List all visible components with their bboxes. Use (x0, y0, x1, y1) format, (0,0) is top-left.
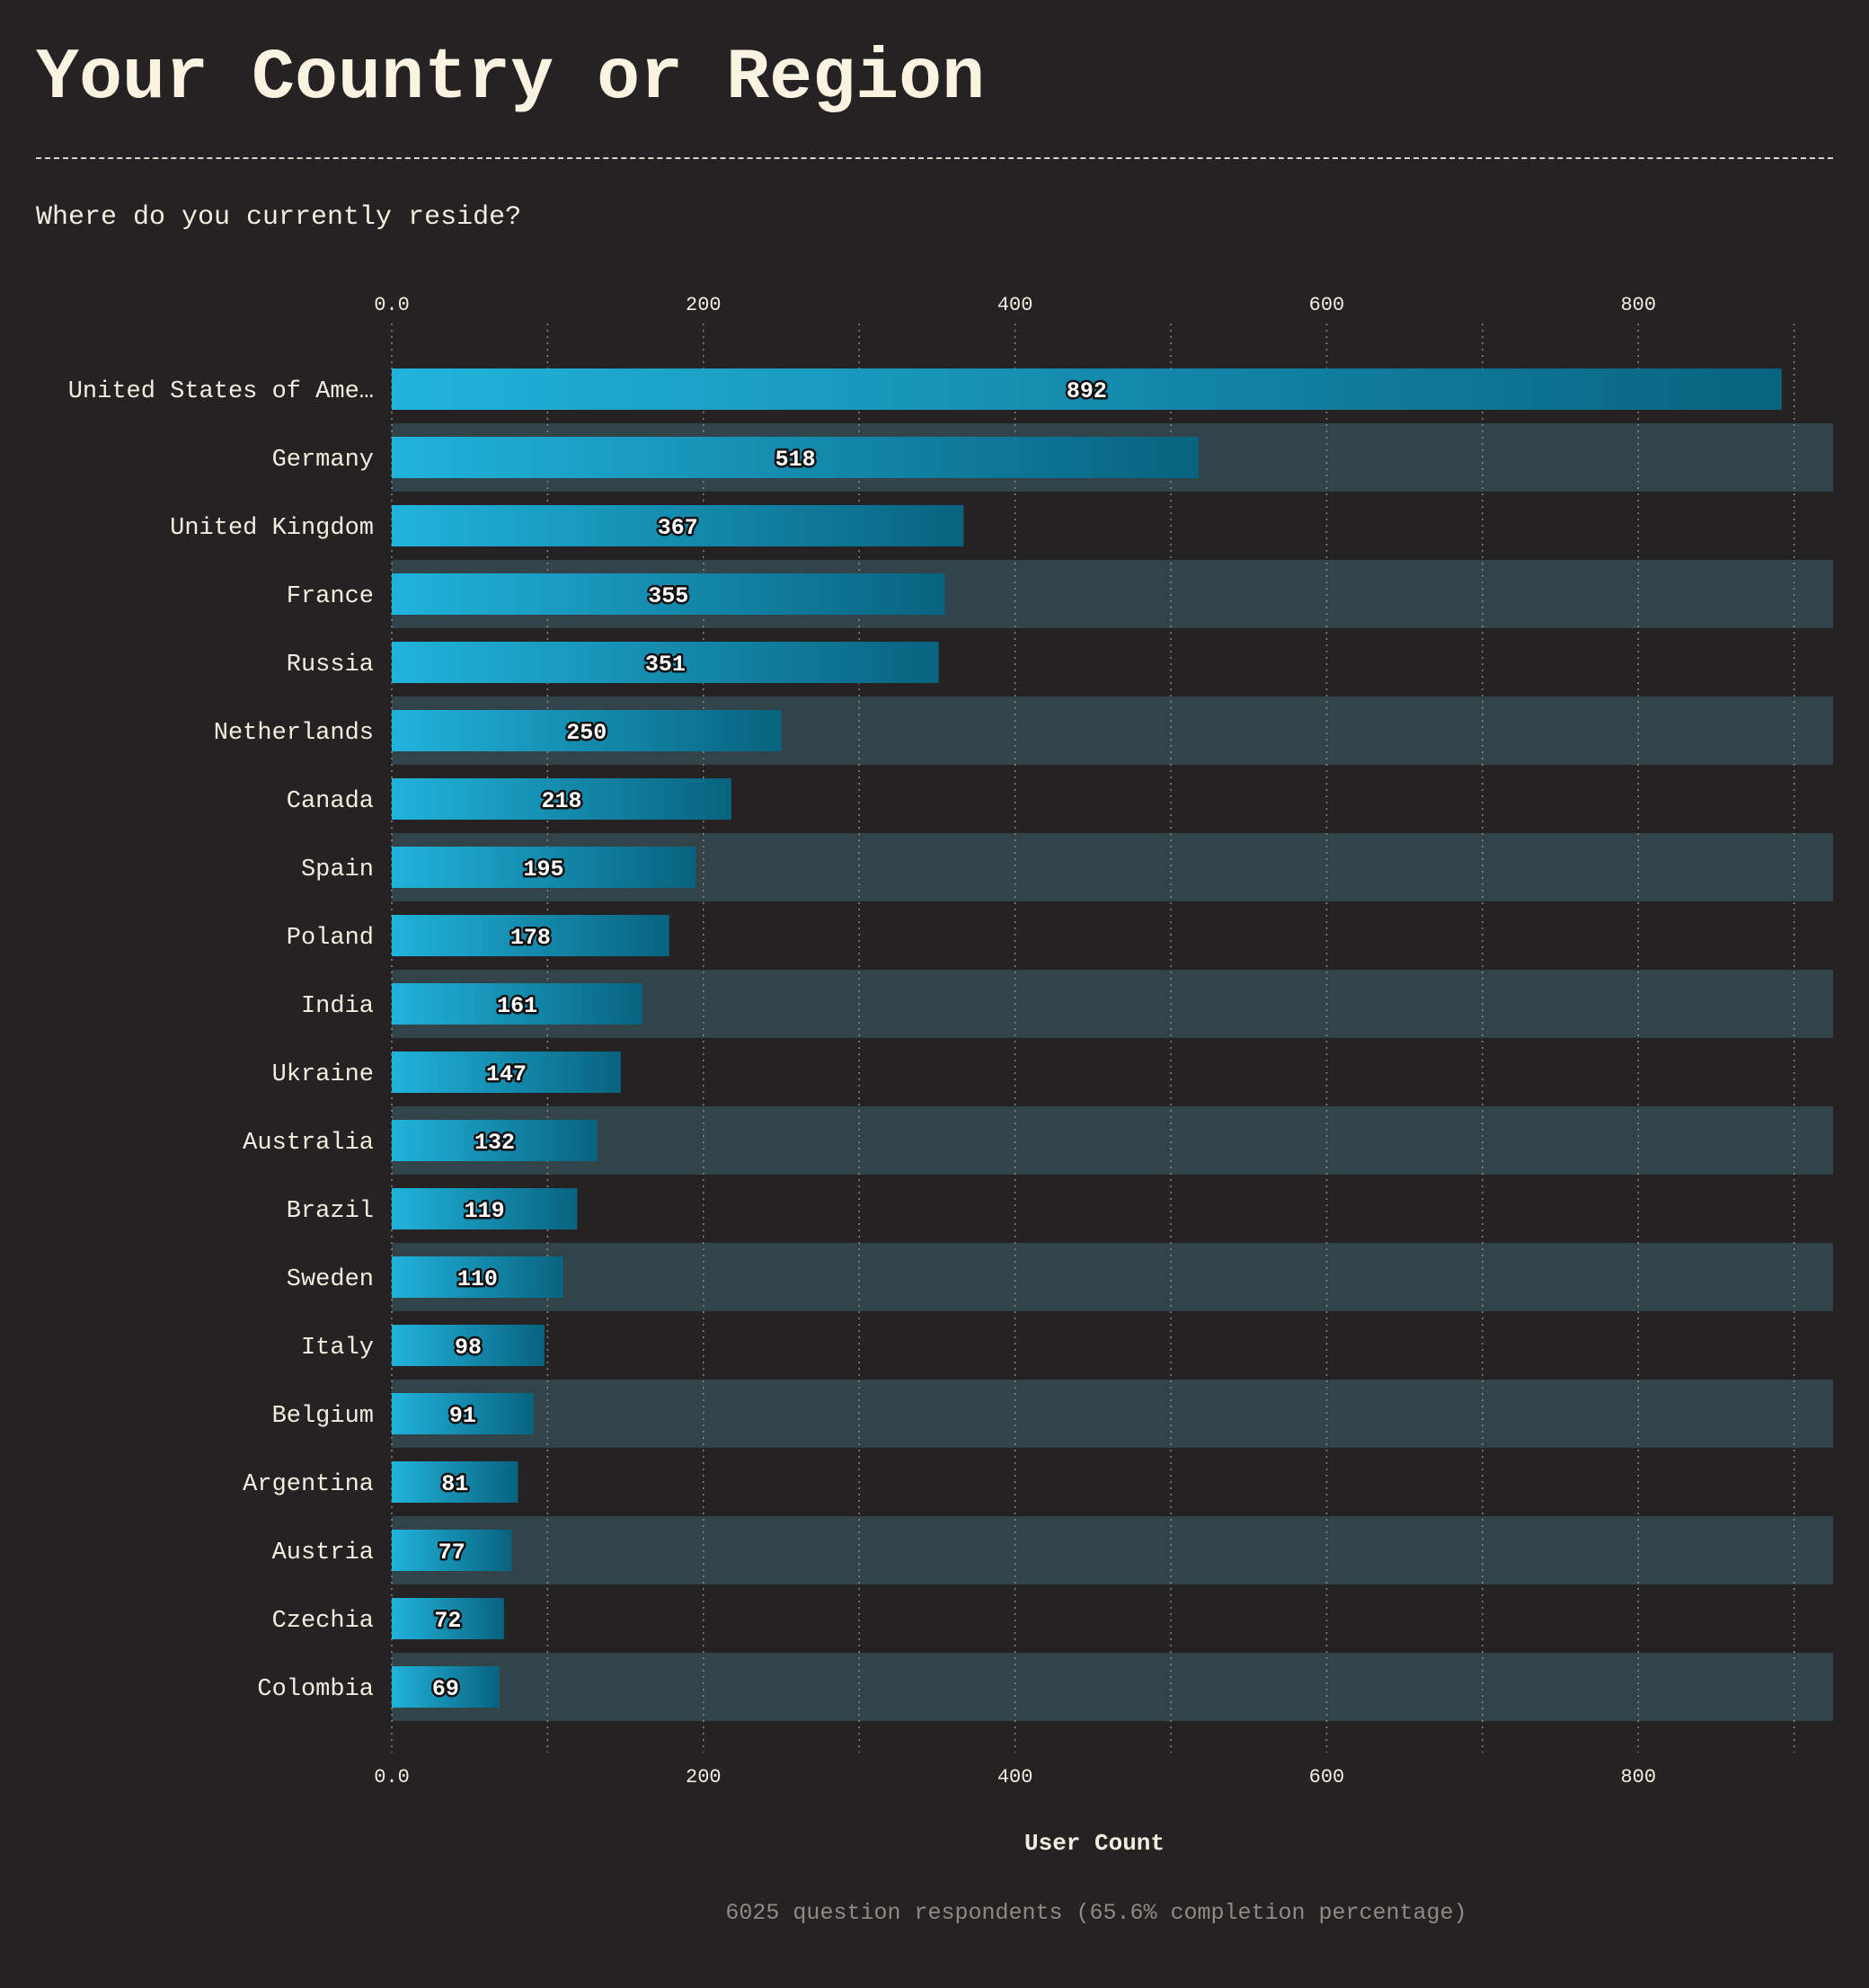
category-label: India (301, 993, 374, 1020)
bars (392, 368, 1782, 1708)
category-label: France (287, 583, 374, 610)
value-label: 367 (658, 515, 698, 541)
category-label: Ukraine (272, 1061, 374, 1088)
row-band (392, 1380, 1833, 1448)
bar (392, 505, 964, 546)
bar (392, 778, 732, 820)
bar (392, 1120, 598, 1161)
value-label: 355 (648, 583, 688, 609)
page-title: Your Country or Region (36, 38, 986, 120)
category-label: Russia (287, 652, 374, 679)
value-label: 119 (465, 1198, 505, 1224)
value-label: 110 (457, 1266, 498, 1292)
x-tick-label-bottom: 200 (686, 1766, 722, 1788)
bar (392, 1530, 512, 1571)
bar (392, 573, 945, 615)
bar (392, 1256, 563, 1298)
row-band (392, 1243, 1833, 1311)
category-label: Brazil (287, 1198, 374, 1225)
x-tick-label-top: 400 (997, 294, 1033, 316)
category-label: Australia (243, 1130, 374, 1157)
bar (392, 1461, 518, 1503)
value-label: 147 (486, 1061, 527, 1087)
category-label: Netherlands (214, 720, 374, 747)
value-label: 69 (432, 1676, 459, 1702)
row-band (392, 1653, 1833, 1721)
value-label: 91 (449, 1403, 476, 1429)
x-tick-label-top: 0.0 (374, 294, 410, 316)
value-label: 518 (775, 447, 816, 473)
value-label: 250 (566, 720, 607, 746)
title-divider (36, 157, 1833, 159)
value-label: 161 (497, 993, 537, 1019)
value-label: 892 (1067, 378, 1107, 404)
x-tick-label-bottom: 0.0 (374, 1766, 410, 1788)
category-label: United States of Ame… (68, 378, 374, 405)
bar (392, 437, 1200, 478)
value-label: 195 (524, 856, 564, 883)
category-labels: United States of Ame… Germany United Kingd… (68, 378, 374, 1703)
x-tick-label-bottom: 600 (1309, 1766, 1345, 1788)
category-label: Colombia (257, 1676, 374, 1703)
category-label: Argentina (243, 1471, 374, 1498)
category-label: Sweden (287, 1266, 374, 1293)
bar (392, 710, 782, 751)
footer-note: 6025 question respondents (65.6% complet… (725, 1900, 1467, 1926)
row-band (392, 1106, 1833, 1175)
country-bar-chart: United States of Ame… Germany United Kingd… (68, 294, 1833, 1857)
gridlines (391, 324, 1795, 1753)
bar (392, 1598, 504, 1639)
x-tick-label-bottom: 400 (997, 1766, 1033, 1788)
value-label: 351 (645, 652, 686, 678)
value-label: 77 (438, 1540, 465, 1566)
value-label: 218 (542, 788, 582, 814)
value-label: 98 (455, 1335, 482, 1361)
category-label: Italy (301, 1335, 374, 1362)
x-axis-title: User Count (1024, 1830, 1165, 1857)
page-subtitle: Where do you currently reside? (36, 202, 522, 233)
axis-ticks: 0.0 0.0 200 200 400 400 600 600 800 800 (374, 294, 1656, 1788)
category-label: Canada (287, 788, 374, 815)
bar (392, 368, 1782, 410)
bar (392, 847, 696, 888)
x-tick-label-top: 800 (1620, 294, 1656, 316)
bar (392, 1393, 534, 1434)
category-label: Belgium (272, 1403, 374, 1430)
category-label: Austria (272, 1540, 374, 1566)
bar (392, 642, 939, 683)
value-labels: 892 518 367 355 351 250 218 195 178 161 147 132 119 1… (430, 377, 1109, 1705)
category-label: Germany (272, 447, 374, 474)
bar (392, 983, 643, 1025)
category-label: Spain (301, 856, 374, 883)
x-tick-label-top: 600 (1309, 294, 1345, 316)
value-label: 81 (441, 1471, 468, 1497)
category-label: Czechia (272, 1608, 374, 1635)
value-label: 132 (474, 1130, 515, 1156)
bar (392, 915, 669, 956)
bar (392, 1188, 578, 1229)
bar (392, 1325, 545, 1366)
bar (392, 1052, 621, 1093)
value-label: 72 (434, 1608, 461, 1634)
category-label: United Kingdom (170, 515, 374, 542)
row-band (392, 1516, 1833, 1584)
value-label: 178 (510, 925, 551, 951)
category-label: Poland (287, 925, 374, 952)
x-tick-label-top: 200 (686, 294, 722, 316)
bar (392, 1666, 500, 1708)
x-tick-label-bottom: 800 (1620, 1766, 1656, 1788)
